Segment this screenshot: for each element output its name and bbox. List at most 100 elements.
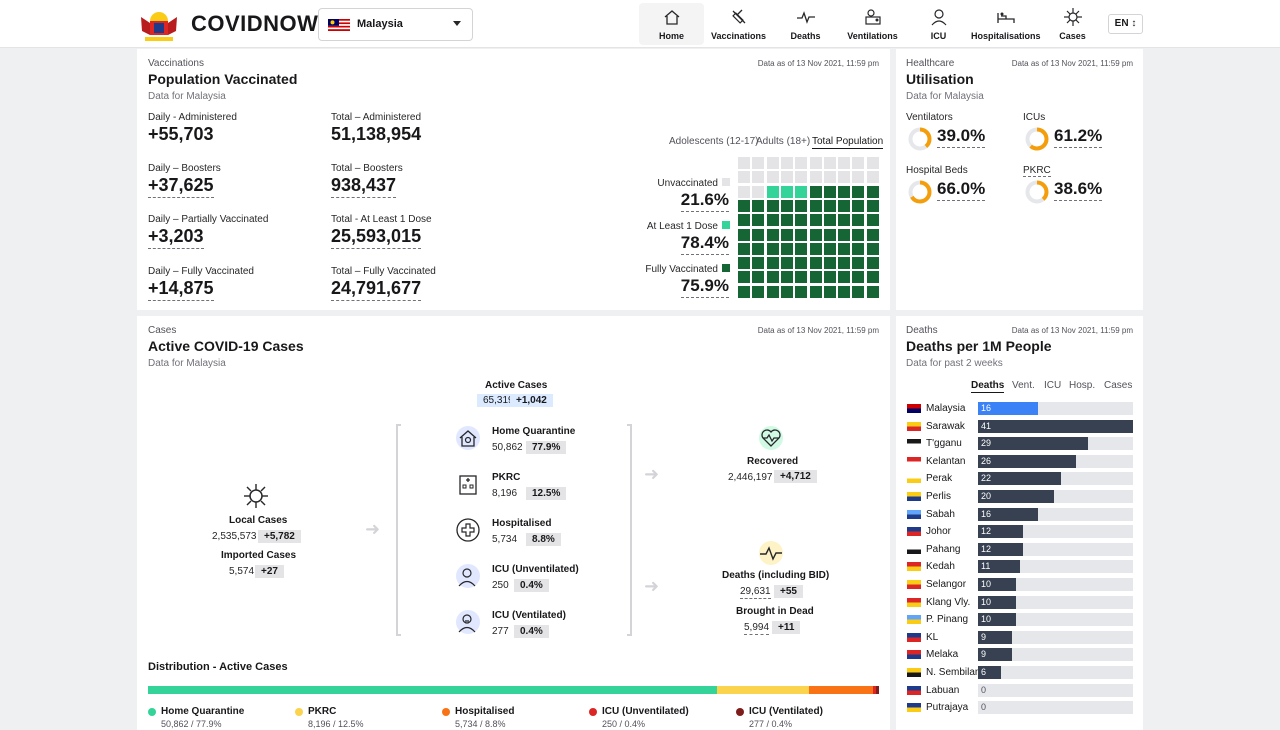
tab-cases[interactable]: Cases [1104, 380, 1133, 391]
state-row[interactable]: Malaysia 16 [907, 402, 1133, 416]
pkrc-building-icon [459, 475, 477, 495]
state-row[interactable]: Putrajaya 0 [907, 701, 1133, 715]
stat-label: Daily – Partially Vaccinated [148, 214, 269, 225]
state-name: Kelantan [926, 455, 966, 467]
bar-fill [978, 490, 1054, 503]
waffle-cell [866, 242, 879, 255]
state-name: T'gganu [926, 438, 962, 450]
bar-track: 12 [978, 542, 1133, 556]
card-subtitle: Data for Malaysia [148, 91, 226, 102]
bar-fill [978, 454, 1077, 468]
card-subtitle: Data for Malaysia [148, 358, 226, 369]
state-row[interactable]: Perak 22 [907, 472, 1133, 486]
hospital-cross-icon [456, 518, 480, 542]
utilisation-value[interactable]: 61.2% [1054, 126, 1103, 148]
waffle-cell [852, 214, 865, 227]
waffle-cell [795, 242, 808, 255]
stat-value[interactable]: 938,437 [331, 175, 397, 198]
state-row[interactable]: Perlis 20 [907, 490, 1133, 504]
stat-value[interactable]: +14,875 [148, 278, 214, 301]
nav-ventilations[interactable]: Ventilations [839, 3, 906, 45]
nav-label: Home [658, 31, 684, 41]
distribution-segment [808, 686, 874, 694]
flow-arrow-icon: ➜ [644, 464, 660, 484]
state-row[interactable]: P. Pinang 10 [907, 613, 1133, 627]
tab-icu[interactable]: ICU [1044, 380, 1062, 391]
waffle-cell [738, 157, 750, 169]
stat-value[interactable]: +37,625 [148, 175, 214, 198]
tab-adolescents-12-17-[interactable]: Adolescents (12-17) [669, 136, 759, 147]
tab-adults-18-[interactable]: Adults (18+) [756, 136, 811, 147]
nav-hospitalisations[interactable]: Hospitalisations [971, 3, 1041, 45]
waffle-cell [838, 242, 851, 255]
state-row[interactable]: Pahang 12 [907, 542, 1133, 557]
tab-total-population[interactable]: Total Population [812, 136, 884, 149]
nav-icu[interactable]: ICU [906, 3, 971, 45]
bar-fill [978, 666, 1001, 679]
waffle-cell [866, 257, 879, 270]
tab-deaths[interactable]: Deaths [971, 380, 1005, 393]
breakdown-value: 5,734 [492, 534, 518, 545]
waffle-cell [809, 157, 822, 169]
waffle-cell [738, 271, 750, 284]
bar-value: 0 [981, 702, 987, 713]
waffle-cell [752, 285, 765, 298]
waffle-cell [752, 214, 765, 227]
stat-label: Total – Administered [331, 112, 422, 123]
state-row[interactable]: Sabah 16 [907, 507, 1133, 522]
stat-value[interactable]: 24,791,677 [331, 278, 422, 301]
waffle-cell [766, 285, 779, 298]
icu-ventilated-icon [456, 610, 480, 634]
waffle-cell [780, 228, 793, 241]
utilisation-value[interactable]: 39.0% [937, 126, 986, 148]
recovered-value: 2,446,197 [728, 472, 773, 483]
nav-deaths[interactable]: Deaths [772, 3, 839, 45]
state-row[interactable]: Kedah 11 [907, 560, 1133, 574]
waffle-cell [766, 228, 779, 241]
coat-of-arms-logo[interactable] [137, 7, 181, 43]
state-row[interactable]: Johor 12 [907, 525, 1133, 539]
waffle-cell [809, 199, 822, 212]
utilisation-label: Ventilators [906, 112, 953, 123]
area-select[interactable]: Malaysia [318, 8, 473, 41]
state-row[interactable]: Labuan 0 [907, 683, 1133, 698]
data-timestamp: Data as of 13 Nov 2021, 11:59 pm [757, 326, 879, 335]
state-name: Perlis [926, 491, 952, 502]
state-row[interactable]: KL 9 [907, 630, 1133, 645]
stat-value[interactable]: +3,203 [148, 226, 204, 249]
recovered-label: Recovered [747, 456, 799, 467]
legend-percent[interactable]: 21.6% [680, 190, 729, 212]
bar-track: 6 [978, 666, 1133, 679]
stat-label: Total – Boosters [331, 163, 403, 174]
tab-hosp[interactable]: Hosp. [1069, 380, 1096, 391]
state-row[interactable]: Melaka 9 [907, 648, 1133, 662]
state-row[interactable]: T'gganu 29 [907, 437, 1133, 451]
state-row[interactable]: N. Sembilan 6 [907, 666, 1133, 680]
state-row[interactable]: Klang Vly. 10 [907, 595, 1133, 610]
distribution-label: ICU (Ventilated) [749, 706, 823, 717]
waffle-cell [866, 285, 879, 298]
brand-name[interactable]: COVIDNOW [191, 11, 319, 36]
tab-vent[interactable]: Vent. [1012, 380, 1035, 391]
legend-percent[interactable]: 78.4% [680, 233, 729, 255]
state-name: P. Pinang [926, 614, 969, 626]
malaysia-flag-icon [328, 19, 350, 31]
stat-value[interactable]: 25,593,015 [331, 226, 422, 249]
waffle-cell [780, 199, 793, 212]
state-row[interactable]: Selangor 10 [907, 578, 1133, 592]
nav-cases[interactable]: Cases [1040, 3, 1105, 45]
state-row[interactable]: Sarawak 41 [907, 419, 1133, 434]
nav-vaccinations[interactable]: Vaccinations [705, 3, 772, 45]
imported-cases-label: Imported Cases [221, 550, 297, 561]
legend-label: At Least 1 Dose [647, 221, 730, 232]
waffle-cell [809, 285, 822, 298]
utilisation-value[interactable]: 38.6% [1054, 179, 1103, 201]
state-row[interactable]: Kelantan 26 [907, 454, 1133, 469]
legend-dot [736, 708, 744, 716]
language-select[interactable]: EN ↕ [1108, 14, 1143, 34]
waffle-cell [866, 228, 879, 241]
nav-home[interactable]: Home [639, 3, 704, 45]
legend-percent[interactable]: 75.9% [680, 276, 729, 298]
bar-track: 9 [978, 630, 1133, 644]
utilisation-value[interactable]: 66.0% [937, 179, 986, 201]
